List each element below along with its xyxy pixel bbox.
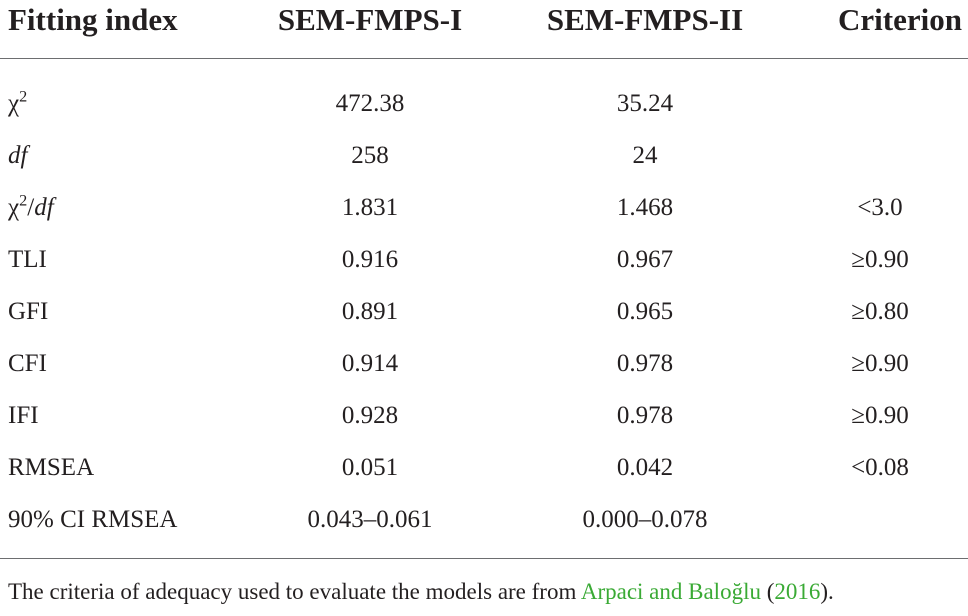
text-segment: 90% CI RMSEA [8, 506, 178, 533]
text-segment: ( [760, 579, 775, 604]
column-header: Fitting index [8, 2, 178, 37]
cell-value: 472.38 [335, 90, 405, 117]
text-segment: IFI [8, 402, 39, 429]
text-segment: χ [8, 194, 20, 221]
row-label: 90% CI RMSEA [8, 506, 177, 534]
cell-value: 0.978 [616, 350, 674, 377]
row-label: RMSEA [8, 454, 94, 482]
text-segment: df [34, 194, 54, 221]
row-label: IFI [8, 402, 39, 430]
citation-link[interactable]: Arpaci and Baloğlu [580, 579, 761, 604]
row-label: χ2 [8, 87, 28, 118]
text-segment: TLI [8, 246, 47, 273]
cell-value: <0.08 [851, 454, 909, 481]
text-segment: χ [8, 90, 20, 117]
cell-value: 258 [351, 142, 389, 169]
cell-value: 0.928 [341, 402, 399, 429]
text-segment: / [27, 194, 35, 221]
citation-link[interactable]: 2016 [774, 579, 821, 604]
text-segment: 2 [19, 87, 28, 106]
cell-value: <3.0 [857, 194, 903, 221]
cell-value: 1.468 [616, 194, 674, 221]
cell-value: ≥0.90 [851, 350, 909, 377]
cell-value: 24 [632, 142, 658, 169]
row-label: CFI [8, 350, 47, 378]
cell-value: 1.831 [341, 194, 399, 221]
cell-value: 0.914 [341, 350, 399, 377]
text-segment: The criteria of adequacy used to evaluat… [8, 579, 581, 604]
text-segment: 2 [19, 191, 28, 210]
cell-value: 0.916 [341, 246, 399, 273]
text-segment: CFI [8, 350, 47, 377]
text-segment: ). [820, 579, 834, 604]
column-header: SEM-FMPS-I [277, 2, 463, 37]
text-segment: RMSEA [8, 454, 95, 481]
cell-value: 0.965 [616, 298, 674, 325]
footnote: The criteria of adequacy used to evaluat… [8, 579, 834, 605]
row-label: GFI [8, 298, 48, 326]
row-label: df [8, 142, 27, 170]
row-label: χ2/df [8, 191, 54, 222]
cell-value: 0.967 [616, 246, 674, 273]
row-label: TLI [8, 246, 47, 274]
column-header: SEM-FMPS-II [546, 2, 744, 37]
cell-value: 35.24 [616, 90, 674, 117]
cell-value: ≥0.90 [851, 246, 909, 273]
cell-value: ≥0.90 [851, 402, 909, 429]
cell-value: 0.891 [341, 298, 399, 325]
column-header: Criterion [838, 2, 962, 37]
text-segment: df [8, 142, 28, 169]
footer-rule [0, 558, 968, 559]
cell-value: 0.051 [341, 454, 399, 481]
cell-value: ≥0.80 [851, 298, 909, 325]
cell-value: 0.043–0.061 [307, 506, 433, 533]
header-rule [0, 58, 968, 59]
cell-value: 0.042 [616, 454, 674, 481]
cell-value: 0.000–0.078 [582, 506, 708, 533]
cell-value: 0.978 [616, 402, 674, 429]
text-segment: GFI [8, 298, 49, 325]
